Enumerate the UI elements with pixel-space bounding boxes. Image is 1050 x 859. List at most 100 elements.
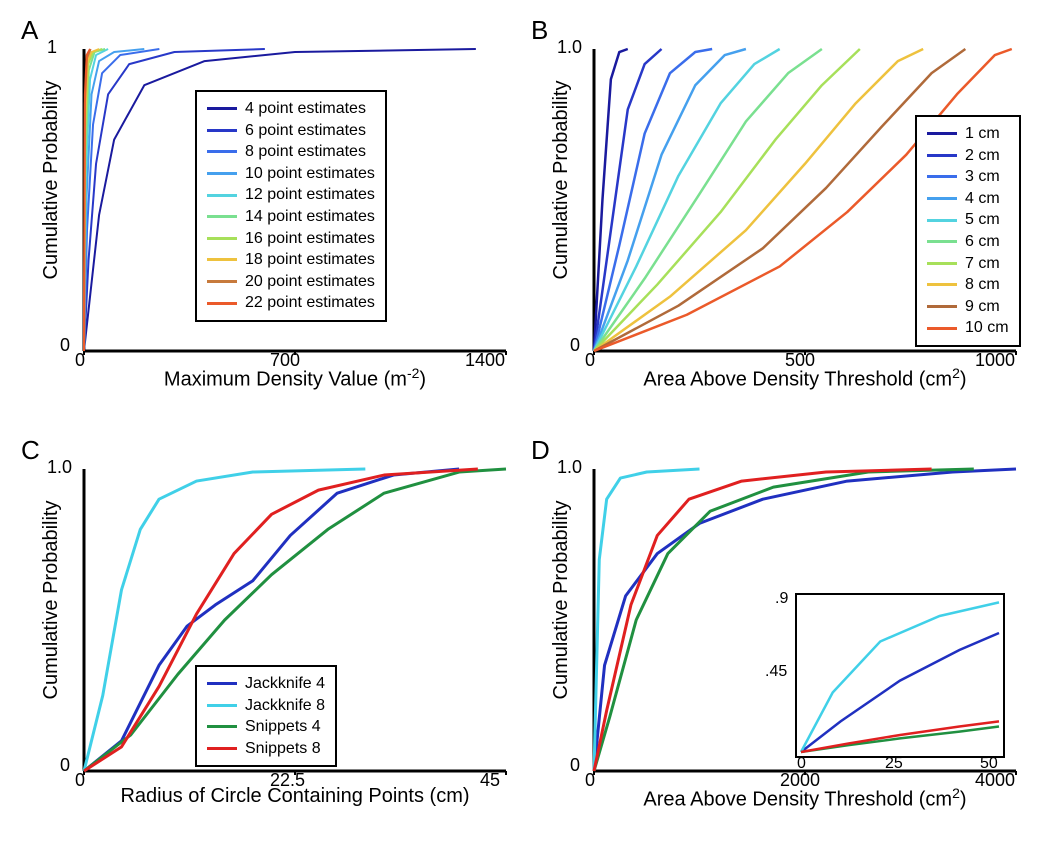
legend-item: 4 cm	[927, 188, 1009, 210]
legend-label: 18 point estimates	[245, 249, 375, 271]
figure-container: A Cumulative Probability Maximum Density…	[15, 15, 1035, 844]
legend-label: 6 cm	[965, 231, 1000, 253]
legend-label: 9 cm	[965, 296, 1000, 318]
legend-swatch	[927, 175, 957, 178]
xtick-a-1: 700	[270, 350, 300, 371]
xtick-d-1: 2000	[780, 770, 820, 791]
panel-b-ylabel: Cumulative Probability	[550, 55, 573, 305]
ytick-a-1: 1	[47, 37, 57, 58]
legend-item: Jackknife 8	[207, 695, 325, 717]
panel-a-ylabel: Cumulative Probability	[40, 55, 63, 305]
panel-b-legend: 1 cm2 cm3 cm4 cm5 cm6 cm7 cm8 cm9 cm10 c…	[915, 115, 1021, 347]
legend-item: 22 point estimates	[207, 292, 375, 314]
legend-label: 20 point estimates	[245, 271, 375, 293]
legend-swatch	[207, 682, 237, 685]
xtick-c-0: 0	[75, 770, 85, 791]
legend-label: 3 cm	[965, 166, 1000, 188]
legend-swatch	[207, 172, 237, 175]
ytick-b-0: 0	[570, 335, 580, 356]
legend-item: Snippets 8	[207, 738, 325, 760]
legend-item: 7 cm	[927, 253, 1009, 275]
legend-label: 2 cm	[965, 145, 1000, 167]
legend-item: 14 point estimates	[207, 206, 375, 228]
legend-label: 8 cm	[965, 274, 1000, 296]
legend-item: 12 point estimates	[207, 184, 375, 206]
legend-swatch	[207, 747, 237, 750]
xtick-a-0: 0	[75, 350, 85, 371]
legend-swatch	[207, 215, 237, 218]
legend-swatch	[927, 262, 957, 265]
inset-yt-0: .45	[765, 663, 787, 681]
xtick-b-1: 500	[785, 350, 815, 371]
legend-item: 2 cm	[927, 145, 1009, 167]
ytick-b-1: 1.0	[557, 37, 582, 58]
legend-item: 9 cm	[927, 296, 1009, 318]
legend-label: 4 point estimates	[245, 98, 366, 120]
legend-item: Snippets 4	[207, 716, 325, 738]
xtick-c-2: 45	[480, 770, 500, 791]
legend-swatch	[927, 197, 957, 200]
legend-label: 14 point estimates	[245, 206, 375, 228]
legend-swatch	[927, 327, 957, 330]
legend-swatch	[207, 107, 237, 110]
panel-d-inset	[795, 593, 1005, 758]
legend-item: 20 point estimates	[207, 271, 375, 293]
panel-c: C Cumulative Probability Radius of Circl…	[15, 435, 525, 845]
legend-item: 10 cm	[927, 317, 1009, 339]
legend-item: Jackknife 4	[207, 673, 325, 695]
legend-swatch	[927, 240, 957, 243]
legend-swatch	[207, 150, 237, 153]
ytick-d-1: 1.0	[557, 457, 582, 478]
legend-swatch	[207, 194, 237, 197]
legend-swatch	[927, 154, 957, 157]
legend-label: 1 cm	[965, 123, 1000, 145]
legend-label: 7 cm	[965, 253, 1000, 275]
xtick-b-2: 1000	[975, 350, 1015, 371]
legend-swatch	[927, 305, 957, 308]
xtick-d-0: 0	[585, 770, 595, 791]
legend-item: 3 cm	[927, 166, 1009, 188]
panel-c-label: C	[21, 435, 40, 466]
legend-label: 22 point estimates	[245, 292, 375, 314]
panel-b-label: B	[531, 15, 548, 46]
panel-d-label: D	[531, 435, 550, 466]
legend-label: 4 cm	[965, 188, 1000, 210]
legend-item: 18 point estimates	[207, 249, 375, 271]
ytick-c-1: 1.0	[47, 457, 72, 478]
legend-label: 6 point estimates	[245, 120, 366, 142]
legend-label: 12 point estimates	[245, 184, 375, 206]
legend-label: 10 point estimates	[245, 163, 375, 185]
panel-d-ylabel: Cumulative Probability	[550, 475, 573, 725]
legend-swatch	[927, 132, 957, 135]
legend-item: 6 point estimates	[207, 120, 375, 142]
legend-item: 8 point estimates	[207, 141, 375, 163]
legend-swatch	[927, 219, 957, 222]
panel-c-ylabel: Cumulative Probability	[40, 475, 63, 725]
legend-item: 5 cm	[927, 209, 1009, 231]
ytick-d-0: 0	[570, 755, 580, 776]
legend-label: 5 cm	[965, 209, 1000, 231]
legend-label: 8 point estimates	[245, 141, 366, 163]
legend-swatch	[207, 258, 237, 261]
ytick-c-0: 0	[60, 755, 70, 776]
legend-label: Jackknife 4	[245, 673, 325, 695]
inset-xt-2: 50	[980, 755, 998, 773]
panel-c-legend: Jackknife 4Jackknife 8Snippets 4Snippets…	[195, 665, 337, 767]
legend-swatch	[207, 237, 237, 240]
legend-swatch	[207, 129, 237, 132]
panel-a-label: A	[21, 15, 38, 46]
inset-xt-0: 0	[797, 755, 806, 773]
xtick-b-0: 0	[585, 350, 595, 371]
legend-swatch	[207, 704, 237, 707]
ytick-a-0: 0	[60, 335, 70, 356]
legend-item: 4 point estimates	[207, 98, 375, 120]
xtick-d-2: 4000	[975, 770, 1015, 791]
panel-a-legend: 4 point estimates6 point estimates8 poin…	[195, 90, 387, 322]
legend-swatch	[207, 280, 237, 283]
legend-item: 6 cm	[927, 231, 1009, 253]
legend-label: Snippets 4	[245, 716, 321, 738]
legend-swatch	[207, 725, 237, 728]
legend-label: Snippets 8	[245, 738, 321, 760]
inset-yt-1: .9	[775, 590, 788, 608]
legend-label: 16 point estimates	[245, 228, 375, 250]
